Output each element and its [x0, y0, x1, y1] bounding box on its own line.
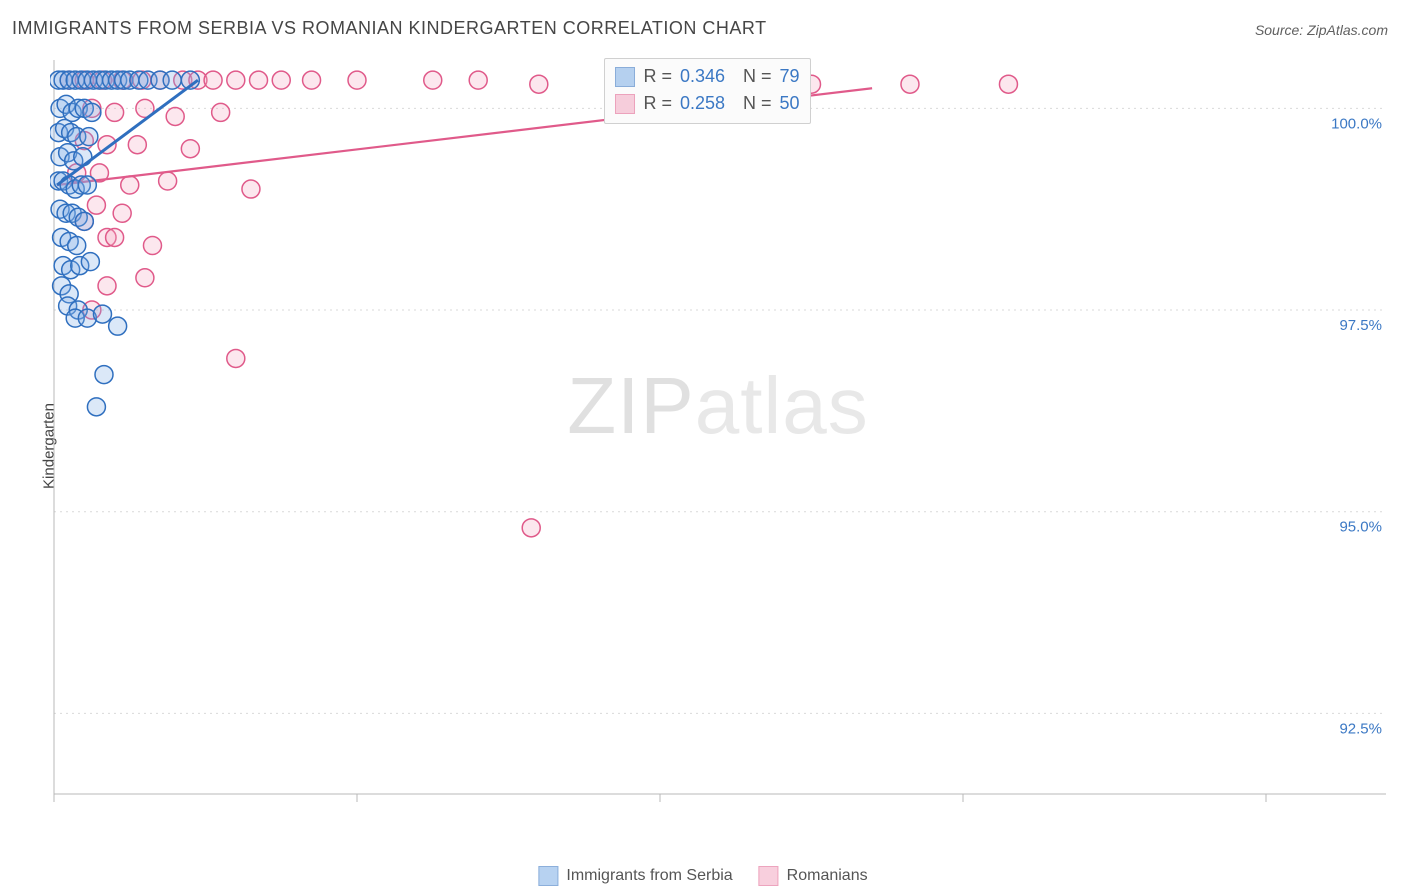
chart-title: IMMIGRANTS FROM SERBIA VS ROMANIAN KINDE… — [12, 18, 767, 39]
point-romanians — [166, 107, 184, 125]
point-romanians — [303, 71, 321, 89]
point-romanians — [212, 103, 230, 121]
point-serbia — [81, 253, 99, 271]
legend-row-serbia: R = 0.346 N = 79 — [615, 63, 799, 90]
correlation-legend: R = 0.346 N = 79R = 0.258 N = 50 — [604, 58, 810, 124]
legend-r-value: 0.346 — [680, 63, 725, 90]
point-romanians — [87, 196, 105, 214]
point-serbia — [109, 317, 127, 335]
point-romanians — [121, 176, 139, 194]
point-serbia — [93, 305, 111, 323]
bottom-legend-swatch-romanians — [759, 866, 779, 886]
bottom-legend-label: Romanians — [787, 867, 868, 884]
plot-area: 92.5%95.0%97.5%100.0%0.0%80.0% ZIPatlas … — [50, 58, 1386, 814]
chart-svg: 92.5%95.0%97.5%100.0%0.0%80.0% — [50, 58, 1386, 814]
point-romanians — [901, 75, 919, 93]
y-tick-label: 95.0% — [1339, 519, 1382, 536]
point-romanians — [98, 277, 116, 295]
point-romanians — [106, 228, 124, 246]
point-romanians — [227, 349, 245, 367]
point-romanians — [272, 71, 290, 89]
point-serbia — [87, 398, 105, 416]
point-romanians — [204, 71, 222, 89]
point-romanians — [530, 75, 548, 93]
y-tick-label: 100.0% — [1331, 115, 1382, 132]
point-romanians — [106, 103, 124, 121]
point-romanians — [113, 204, 131, 222]
legend-swatch-romanians — [615, 94, 635, 114]
legend-n-label: N = — [733, 90, 772, 117]
point-serbia — [68, 237, 86, 255]
bottom-legend-item-romanians: Romanians — [759, 866, 868, 886]
point-romanians — [143, 237, 161, 255]
point-romanians — [348, 71, 366, 89]
point-romanians — [136, 269, 154, 287]
legend-n-label: N = — [733, 63, 772, 90]
point-serbia — [80, 128, 98, 146]
legend-r-label: R = — [643, 63, 672, 90]
point-romanians — [242, 180, 260, 198]
point-romanians — [128, 136, 146, 154]
y-tick-label: 97.5% — [1339, 317, 1382, 334]
point-romanians — [250, 71, 268, 89]
point-romanians — [469, 71, 487, 89]
point-serbia — [78, 176, 96, 194]
point-romanians — [227, 71, 245, 89]
source-label: Source: ZipAtlas.com — [1255, 22, 1388, 38]
y-tick-label: 92.5% — [1339, 720, 1382, 737]
legend-r-value: 0.258 — [680, 90, 725, 117]
point-serbia — [74, 148, 92, 166]
point-serbia — [75, 212, 93, 230]
legend-n-value: 79 — [780, 63, 800, 90]
point-serbia — [95, 366, 113, 384]
point-serbia — [83, 103, 101, 121]
point-romanians — [999, 75, 1017, 93]
bottom-legend-label: Immigrants from Serbia — [566, 867, 732, 884]
point-romanians — [159, 172, 177, 190]
point-romanians — [522, 519, 540, 537]
point-romanians — [424, 71, 442, 89]
point-serbia — [163, 71, 181, 89]
legend-n-value: 50 — [780, 90, 800, 117]
series-legend: Immigrants from Serbia Romanians — [538, 866, 867, 886]
legend-r-label: R = — [643, 90, 672, 117]
point-romanians — [181, 140, 199, 158]
legend-swatch-serbia — [615, 67, 635, 87]
legend-row-romanians: R = 0.258 N = 50 — [615, 90, 799, 117]
bottom-legend-swatch-serbia — [538, 866, 558, 886]
bottom-legend-item-serbia: Immigrants from Serbia — [538, 866, 732, 886]
